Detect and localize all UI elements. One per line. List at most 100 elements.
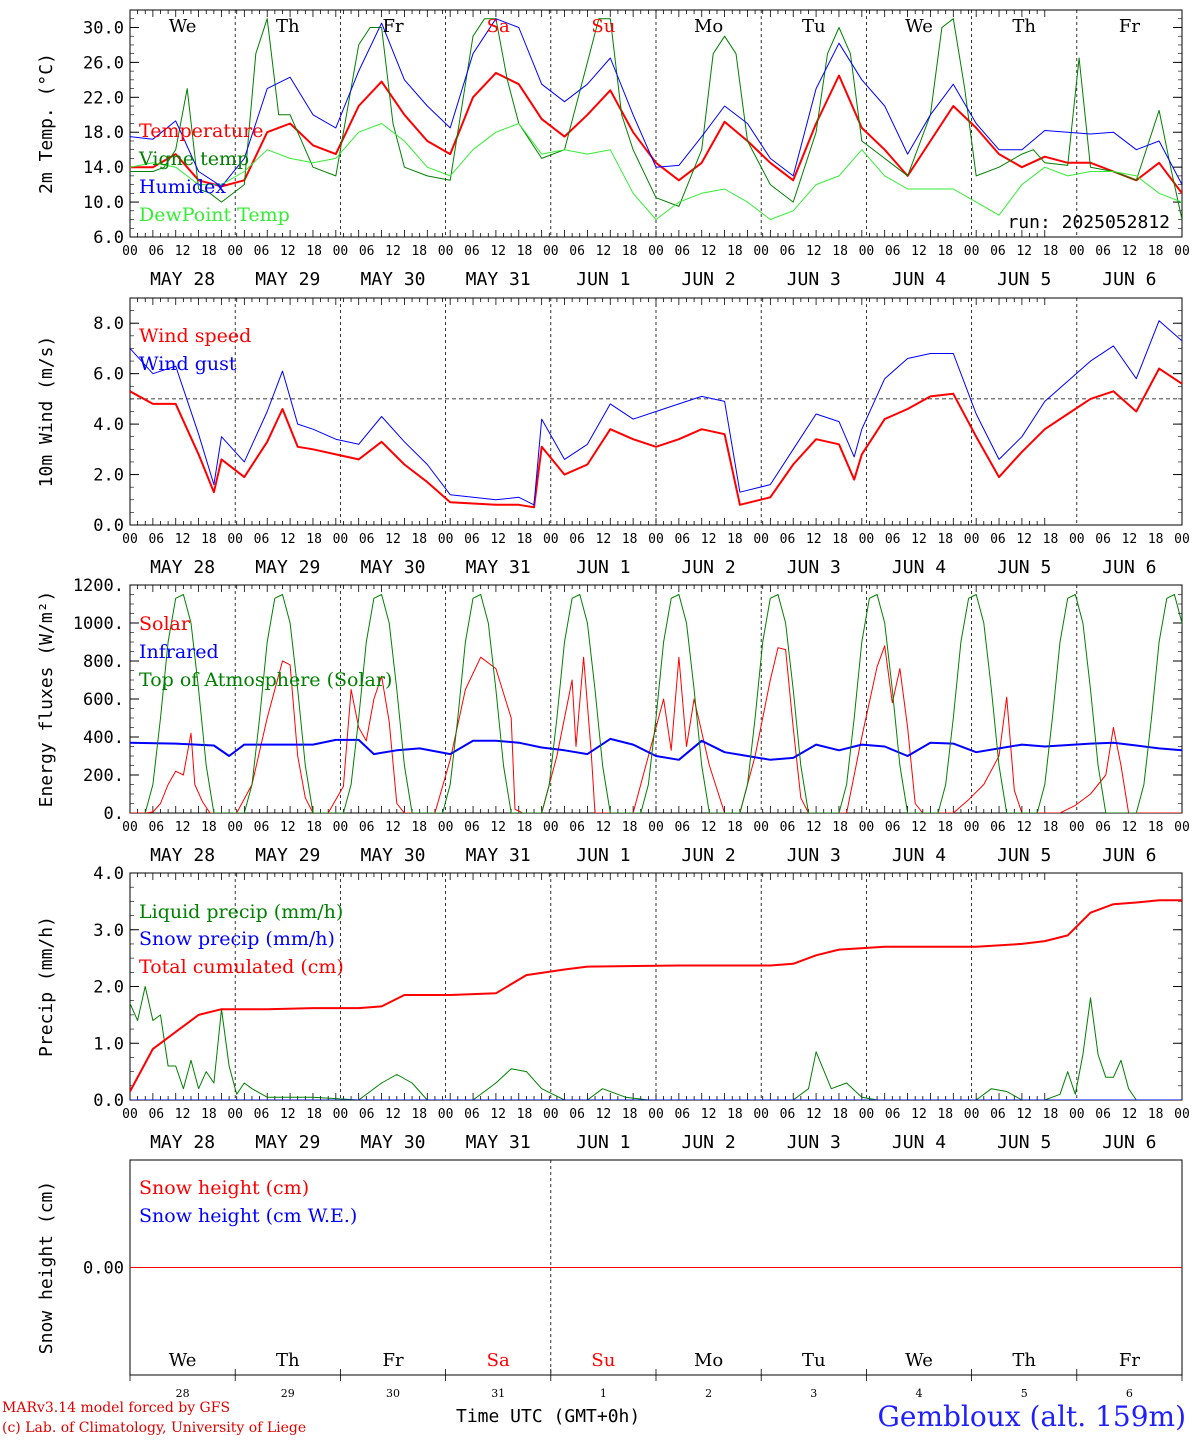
legend-entry: Total cumulated (cm) <box>139 956 344 978</box>
hour-tick-label: 18 <box>832 532 848 547</box>
y-tick-label: 0.0 <box>93 516 124 536</box>
x-axis-title: Time UTC (GMT+0h) <box>456 1406 641 1427</box>
weekday-label: Mo <box>694 1350 723 1371</box>
hour-tick-label: 12 <box>911 1107 927 1122</box>
hour-tick-label: 06 <box>148 532 164 547</box>
hour-tick-label: 12 <box>280 1107 296 1122</box>
hour-tick-label: 00 <box>753 820 769 835</box>
hour-tick-label: 18 <box>411 820 427 835</box>
hour-tick-label: 00 <box>753 244 769 259</box>
hour-tick-label: 00 <box>1174 244 1190 259</box>
hour-tick-label: 12 <box>596 244 612 259</box>
hour-tick-label: 12 <box>490 820 506 835</box>
y-axis-label: Energy fluxes (W/m²) <box>36 591 57 808</box>
day-number-label: 31 <box>491 1387 505 1400</box>
legend-entry: Solar <box>139 613 191 635</box>
hour-tick-label: 00 <box>1174 532 1190 547</box>
hour-tick-label: 00 <box>753 1107 769 1122</box>
date-label: MAY 28 <box>150 557 215 578</box>
date-label: MAY 30 <box>360 557 425 578</box>
hour-tick-label: 06 <box>780 1107 796 1122</box>
hour-tick-label: 06 <box>885 244 901 259</box>
hour-tick-label: 12 <box>806 244 822 259</box>
series-line <box>130 320 1182 506</box>
hour-tick-label: 12 <box>385 1107 401 1122</box>
day-number-label: 4 <box>916 1387 923 1400</box>
hour-tick-label: 00 <box>122 820 138 835</box>
y-tick-label: 1200. <box>73 576 124 596</box>
hour-tick-label: 00 <box>438 532 454 547</box>
hour-tick-label: 12 <box>385 820 401 835</box>
panel-1: 00 06 12 18 00 06 12 18 00 06 12 18 00 06 12 18 00 06 12 18… <box>36 9 1190 290</box>
hour-tick-label: 00 <box>438 820 454 835</box>
hour-tick-label: 06 <box>464 532 480 547</box>
y-tick-label: 0. <box>104 804 124 824</box>
legend-entry: Vigne temp <box>138 148 249 170</box>
hour-tick-label: 06 <box>780 820 796 835</box>
y-tick-label: 800. <box>83 652 124 672</box>
day-number-label: 30 <box>386 1387 400 1400</box>
day-number-label: 28 <box>176 1387 190 1400</box>
hour-tick-label: 12 <box>280 820 296 835</box>
date-label: JUN 3 <box>787 845 841 866</box>
date-label: JUN 2 <box>682 1132 736 1153</box>
hour-tick-label: 18 <box>411 244 427 259</box>
hour-tick-label: 00 <box>964 820 980 835</box>
hour-tick-label: 00 <box>964 532 980 547</box>
weekday-label: Th <box>276 1350 300 1371</box>
hour-tick-label: 00 <box>122 532 138 547</box>
y-tick-label: 8.0 <box>93 314 124 334</box>
date-label: JUN 5 <box>997 1132 1051 1153</box>
hour-tick-label: 12 <box>1122 1107 1138 1122</box>
hour-tick-label: 06 <box>569 820 585 835</box>
hour-tick-label: 12 <box>596 1107 612 1122</box>
hour-tick-label: 18 <box>517 532 533 547</box>
hour-tick-label: 12 <box>911 532 927 547</box>
y-tick-label: 400. <box>83 728 124 748</box>
series-line <box>130 123 1182 220</box>
weekday-label: Th <box>276 16 300 37</box>
hour-tick-label: 06 <box>148 820 164 835</box>
series-line <box>144 594 1182 813</box>
hour-tick-label: 18 <box>201 820 217 835</box>
hour-tick-label: 12 <box>596 820 612 835</box>
legend-entry: Snow precip (mm/h) <box>139 928 335 950</box>
hour-tick-label: 00 <box>1174 1107 1190 1122</box>
legend-entry: Snow height (cm W.E.) <box>139 1205 357 1227</box>
legend-entry: Snow height (cm) <box>139 1177 309 1199</box>
hour-tick-label: 18 <box>201 1107 217 1122</box>
panel-3: 00 06 12 18 00 06 12 18 00 06 12 18 00 06 12 18 00 06 12 18… <box>36 576 1190 866</box>
panel-4: 00 06 12 18 00 06 12 18 00 06 12 18 00 06 12 18 00 06 12 18… <box>36 864 1190 1153</box>
hour-tick-label: 00 <box>648 244 664 259</box>
weekday-label: Th <box>1012 1350 1036 1371</box>
hour-tick-label: 18 <box>1043 532 1059 547</box>
date-label: MAY 31 <box>466 269 531 290</box>
weekday-label: Fr <box>1119 16 1140 37</box>
hour-tick-label: 12 <box>1122 244 1138 259</box>
hour-tick-label: 12 <box>596 532 612 547</box>
y-tick-label: 200. <box>83 766 124 786</box>
weekday-label: We <box>905 16 933 37</box>
hour-tick-label: 00 <box>859 1107 875 1122</box>
day-number-label: 1 <box>600 1387 607 1400</box>
hour-tick-label: 06 <box>990 1107 1006 1122</box>
legend-entry: Infrared <box>139 641 219 663</box>
weekday-label: Fr <box>1119 1350 1140 1371</box>
y-tick-label: 600. <box>83 690 124 710</box>
weekday-label: We <box>169 1350 197 1371</box>
hour-tick-label: 12 <box>806 820 822 835</box>
hour-tick-label: 00 <box>543 532 559 547</box>
hour-tick-label: 00 <box>1069 1107 1085 1122</box>
panel-2: 00 06 12 18 00 06 12 18 00 06 12 18 00 06 12 18 00 06 12 18… <box>36 297 1190 578</box>
weekday-label: Su <box>591 1350 615 1371</box>
hour-tick-label: 18 <box>1043 820 1059 835</box>
hour-tick-label: 12 <box>1016 244 1032 259</box>
hour-tick-label: 06 <box>464 1107 480 1122</box>
hour-tick-label: 18 <box>306 1107 322 1122</box>
hour-tick-label: 18 <box>411 532 427 547</box>
hour-tick-label: 06 <box>254 532 270 547</box>
hour-tick-label: 18 <box>1043 244 1059 259</box>
date-label: MAY 28 <box>150 269 215 290</box>
y-tick-label: 1.0 <box>93 1034 124 1054</box>
hour-tick-label: 12 <box>911 820 927 835</box>
